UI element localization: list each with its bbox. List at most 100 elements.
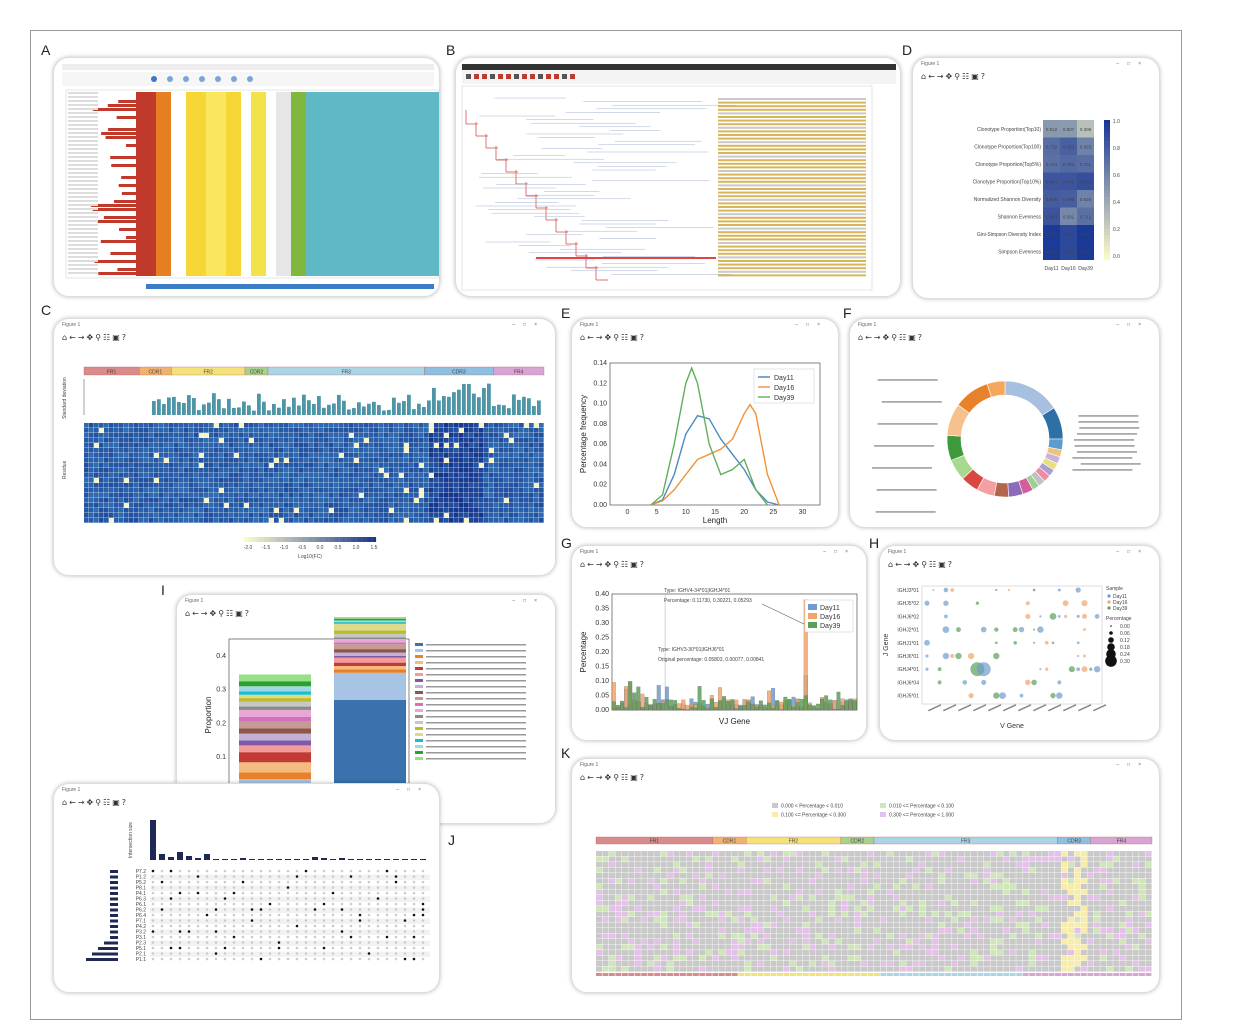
window-controls[interactable]: –□× xyxy=(823,549,856,555)
save-icon[interactable]: ▣ xyxy=(630,773,638,782)
help-icon[interactable]: ? xyxy=(639,773,645,782)
window-controls[interactable]: –□× xyxy=(512,598,545,604)
heatmap-cell xyxy=(524,453,529,458)
save-icon[interactable]: ▣ xyxy=(630,333,638,342)
heatmap-cell xyxy=(454,498,459,503)
pan-icon[interactable]: ✥ xyxy=(604,560,612,569)
help-icon[interactable]: ? xyxy=(639,560,645,569)
configure-icon[interactable]: ☷ xyxy=(962,72,970,81)
home-icon[interactable]: ⌂ xyxy=(921,72,927,81)
heatmap-cell xyxy=(224,513,229,518)
forward-icon[interactable]: → xyxy=(873,333,881,342)
home-icon[interactable]: ⌂ xyxy=(185,609,191,618)
pan-icon[interactable]: ✥ xyxy=(86,798,94,807)
pan-icon[interactable]: ✥ xyxy=(604,773,612,782)
help-icon[interactable]: ? xyxy=(121,333,127,342)
slice-label xyxy=(876,489,937,491)
save-icon[interactable]: ▣ xyxy=(938,560,946,569)
window-controls[interactable]: –□× xyxy=(1116,61,1149,67)
forward-icon[interactable]: → xyxy=(903,560,911,569)
matrix-dot xyxy=(403,897,407,900)
back-icon[interactable]: ← xyxy=(587,333,594,342)
forward-icon[interactable]: → xyxy=(77,333,85,342)
back-icon[interactable]: ← xyxy=(69,798,76,807)
window-controls[interactable]: –□× xyxy=(396,787,429,793)
heatmap-cell xyxy=(1061,862,1068,868)
configure-icon[interactable]: ☷ xyxy=(226,609,234,618)
window-controls[interactable]: –□× xyxy=(1116,762,1149,768)
configure-icon[interactable]: ☷ xyxy=(621,333,629,342)
pan-icon[interactable]: ✥ xyxy=(604,333,612,342)
heatmap-cell xyxy=(641,928,648,934)
configure-icon[interactable]: ☷ xyxy=(621,773,629,782)
help-icon[interactable]: ? xyxy=(121,798,127,807)
zoom-icon[interactable]: ⚲ xyxy=(954,72,961,81)
zoom-icon[interactable]: ⚲ xyxy=(891,333,898,342)
back-icon[interactable]: ← xyxy=(192,609,199,618)
save-icon[interactable]: ▣ xyxy=(112,333,120,342)
configure-icon[interactable]: ☷ xyxy=(103,333,111,342)
home-icon[interactable]: ⌂ xyxy=(580,773,586,782)
forward-icon[interactable]: → xyxy=(595,560,603,569)
forward-icon[interactable]: → xyxy=(936,72,944,81)
save-icon[interactable]: ▣ xyxy=(908,333,916,342)
zoom-icon[interactable]: ⚲ xyxy=(613,333,620,342)
back-icon[interactable]: ← xyxy=(895,560,902,569)
pan-icon[interactable]: ✥ xyxy=(882,333,890,342)
home-icon[interactable]: ⌂ xyxy=(580,333,586,342)
home-icon[interactable]: ⌂ xyxy=(62,333,68,342)
zoom-icon[interactable]: ⚲ xyxy=(218,609,225,618)
heatmap-cell xyxy=(705,933,712,939)
configure-icon[interactable]: ☷ xyxy=(899,333,907,342)
pan-icon[interactable]: ✥ xyxy=(945,72,953,81)
back-icon[interactable]: ← xyxy=(587,773,594,782)
back-icon[interactable]: ← xyxy=(587,560,594,569)
pan-icon[interactable]: ✥ xyxy=(209,609,217,618)
save-icon[interactable]: ▣ xyxy=(630,560,638,569)
forward-icon[interactable]: → xyxy=(77,798,85,807)
heatmap-cell xyxy=(229,508,234,513)
forward-icon[interactable]: → xyxy=(595,773,603,782)
save-icon[interactable]: ▣ xyxy=(971,72,979,81)
heatmap-cell xyxy=(828,878,835,884)
zoom-icon[interactable]: ⚲ xyxy=(613,773,620,782)
help-icon[interactable]: ? xyxy=(917,333,923,342)
matrix-dot xyxy=(340,902,344,906)
help-icon[interactable]: ? xyxy=(639,333,645,342)
heatmap-cell xyxy=(434,498,439,503)
help-icon[interactable]: ? xyxy=(244,609,250,618)
home-icon[interactable]: ⌂ xyxy=(62,798,68,807)
back-icon[interactable]: ← xyxy=(69,333,76,342)
configure-icon[interactable]: ☷ xyxy=(929,560,937,569)
home-icon[interactable]: ⌂ xyxy=(858,333,864,342)
help-icon[interactable]: ? xyxy=(980,72,986,81)
matrix-dot xyxy=(394,919,398,922)
heatmap-cell xyxy=(104,473,109,478)
heatmap-cell xyxy=(454,473,459,478)
window-controls[interactable]: –□× xyxy=(1116,549,1149,555)
configure-icon[interactable]: ☷ xyxy=(621,560,629,569)
window-controls[interactable]: –□× xyxy=(795,322,828,328)
back-icon[interactable]: ← xyxy=(865,333,872,342)
zoom-icon[interactable]: ⚲ xyxy=(95,333,102,342)
configure-icon[interactable]: ☷ xyxy=(103,798,111,807)
heatmap-cell xyxy=(99,438,104,443)
zoom-icon[interactable]: ⚲ xyxy=(95,798,102,807)
help-icon[interactable]: ? xyxy=(947,560,953,569)
window-controls[interactable]: –□× xyxy=(1116,322,1149,328)
heatmap-cell xyxy=(983,895,990,901)
heatmap-cell xyxy=(667,939,674,945)
save-icon[interactable]: ▣ xyxy=(112,798,120,807)
forward-icon[interactable]: → xyxy=(595,333,603,342)
home-icon[interactable]: ⌂ xyxy=(580,560,586,569)
back-icon[interactable]: ← xyxy=(928,72,935,81)
home-icon[interactable]: ⌂ xyxy=(888,560,894,569)
heatmap-cell xyxy=(841,851,848,857)
pan-icon[interactable]: ✥ xyxy=(912,560,920,569)
zoom-icon[interactable]: ⚲ xyxy=(921,560,928,569)
pan-icon[interactable]: ✥ xyxy=(86,333,94,342)
window-controls[interactable]: –□× xyxy=(512,322,545,328)
save-icon[interactable]: ▣ xyxy=(235,609,243,618)
forward-icon[interactable]: → xyxy=(200,609,208,618)
zoom-icon[interactable]: ⚲ xyxy=(613,560,620,569)
